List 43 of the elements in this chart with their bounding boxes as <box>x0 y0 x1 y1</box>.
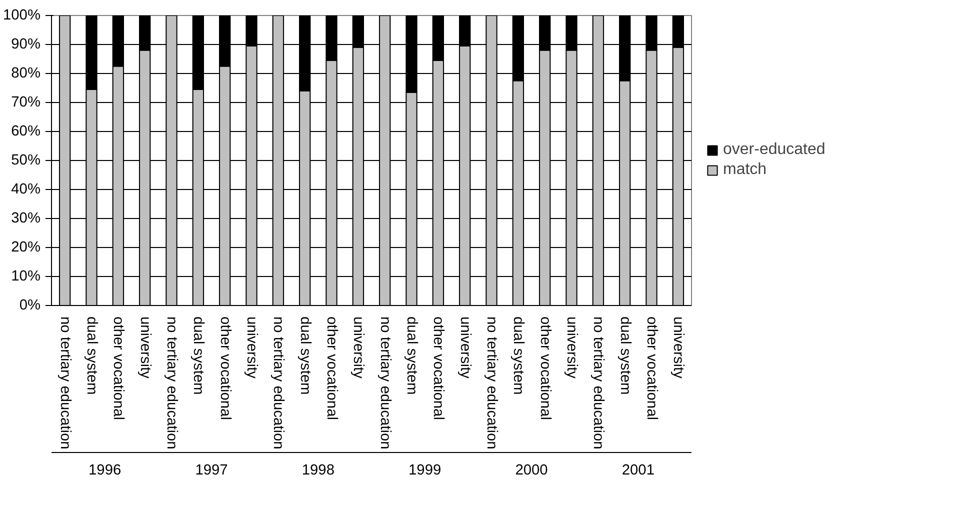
text: 1996 <box>88 462 122 478</box>
x-tick-label: other vocational <box>644 316 660 420</box>
x-tick-label: dual system <box>84 316 100 395</box>
legend-label: over-educated <box>723 141 826 159</box>
y-tick-label: 30% <box>11 210 41 226</box>
text: 1998 <box>302 462 334 478</box>
y-tick-label: 70% <box>11 94 41 110</box>
x-tick-label: no tertiary education <box>484 316 500 450</box>
x-tick-label: dual system <box>510 316 526 395</box>
y-tick-label: 10% <box>11 268 41 284</box>
y-tick-label: 100% <box>3 8 41 24</box>
text: 1997 <box>195 462 228 478</box>
y-tick-label: 0% <box>19 298 41 314</box>
x-tick-label: university <box>136 316 153 380</box>
y-tick-label: 90% <box>11 36 41 52</box>
x-tick-label: other vocational <box>536 316 553 420</box>
x-tick-label: university <box>244 316 260 380</box>
x-tick-label: dual system <box>296 316 313 395</box>
y-tick-label: 20% <box>11 240 41 256</box>
text: 1999 <box>408 462 442 478</box>
x-tick-label: university <box>456 316 473 380</box>
x-tick-label: other vocational <box>430 316 446 420</box>
text: 2001 <box>622 462 654 478</box>
y-tick-label: 80% <box>11 66 41 82</box>
x-tick-label: dual system <box>404 316 420 395</box>
y-tick-label: 60% <box>11 124 41 140</box>
y-tick-label: 40% <box>11 182 41 198</box>
x-tick-label: no tertiary education <box>590 316 606 450</box>
x-tick-label: no tertiary education <box>270 316 286 450</box>
y-tick-label: 50% <box>11 152 41 168</box>
x-tick-label: university <box>670 316 686 380</box>
x-tick-label: other vocational <box>324 316 340 420</box>
x-tick-label: other vocational <box>110 316 126 420</box>
text: 2000 <box>515 462 548 478</box>
x-tick-label: university <box>350 316 366 380</box>
x-tick-label: dual system <box>616 316 633 395</box>
x-tick-label: dual system <box>190 316 206 395</box>
legend-label: match <box>723 161 767 179</box>
x-tick-label: no tertiary education <box>376 316 393 450</box>
x-tick-label: other vocational <box>216 316 233 420</box>
x-tick-label: no tertiary education <box>164 316 180 450</box>
x-tick-label: university <box>564 316 580 380</box>
x-tick-label: no tertiary education <box>56 316 73 450</box>
